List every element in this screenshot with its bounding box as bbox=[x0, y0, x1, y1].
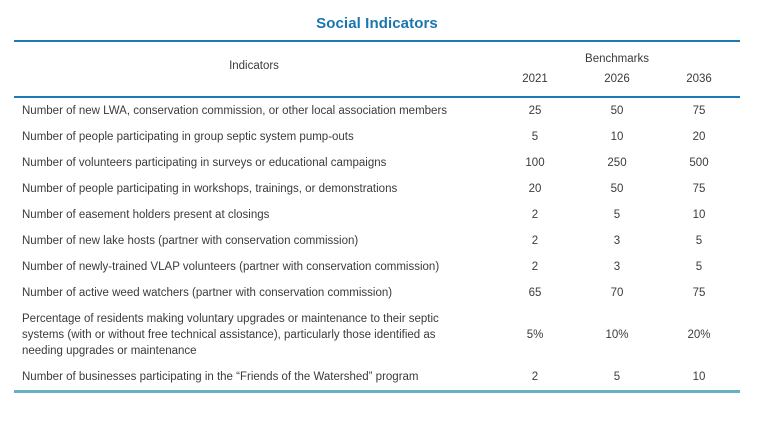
indicator-label: Number of new lake hosts (partner with c… bbox=[22, 235, 359, 247]
benchmark-2036: 75 bbox=[692, 105, 706, 117]
indicator-label: Number of active weed watchers (partner … bbox=[22, 287, 393, 299]
page-title: Social Indicators bbox=[316, 15, 438, 32]
benchmark-2026: 5 bbox=[613, 371, 621, 383]
indicator-label: Number of businesses participating in th… bbox=[22, 371, 419, 383]
benchmark-2026: 5 bbox=[613, 209, 621, 221]
benchmark-2036: 10 bbox=[692, 371, 706, 383]
benchmark-2021: 5 bbox=[531, 131, 539, 143]
benchmark-2021: 5% bbox=[526, 329, 544, 341]
benchmark-2021: 2 bbox=[531, 209, 539, 221]
benchmark-2026: 3 bbox=[613, 261, 621, 273]
indicator-label: Number of volunteers participating in su… bbox=[22, 157, 387, 169]
indicator-label: Percentage of residents making voluntary… bbox=[22, 313, 439, 357]
table-row: Number of businesses participating in th… bbox=[14, 364, 740, 392]
header-row-benchmarks: Indicators Benchmarks bbox=[14, 41, 740, 72]
benchmark-2026: 250 bbox=[607, 157, 627, 169]
benchmark-2036: 20 bbox=[692, 131, 706, 143]
table-row: Percentage of residents making voluntary… bbox=[14, 306, 740, 364]
column-header-benchmarks: Benchmarks bbox=[585, 53, 649, 65]
benchmark-2021: 2 bbox=[531, 235, 539, 247]
benchmark-2036: 10 bbox=[692, 209, 706, 221]
benchmark-2021: 2 bbox=[531, 261, 539, 273]
benchmark-2021: 25 bbox=[528, 105, 542, 117]
benchmark-2026: 10 bbox=[610, 131, 624, 143]
social-indicators-table: Indicators Benchmarks 2021 2026 2036 Num… bbox=[14, 40, 740, 393]
benchmark-2026: 10% bbox=[605, 329, 629, 341]
benchmark-2036: 5 bbox=[695, 261, 703, 273]
indicator-label: Number of newly-trained VLAP volunteers … bbox=[22, 261, 440, 273]
benchmark-2036: 20% bbox=[687, 329, 711, 341]
table-row: Number of newly-trained VLAP volunteers … bbox=[14, 254, 740, 280]
table-row: Number of new LWA, conservation commissi… bbox=[14, 97, 740, 124]
benchmark-2021: 65 bbox=[528, 287, 542, 299]
benchmark-2026: 50 bbox=[610, 105, 624, 117]
column-header-indicators: Indicators bbox=[229, 60, 279, 72]
benchmark-2036: 500 bbox=[689, 157, 709, 169]
benchmark-2036: 75 bbox=[692, 287, 706, 299]
column-header-year-2021: 2021 bbox=[522, 73, 548, 85]
table-row: Number of people participating in group … bbox=[14, 124, 740, 150]
benchmark-2021: 2 bbox=[531, 371, 539, 383]
table-body: Number of new LWA, conservation commissi… bbox=[14, 97, 740, 392]
table-row: Number of new lake hosts (partner with c… bbox=[14, 228, 740, 254]
benchmark-2036: 5 bbox=[695, 235, 703, 247]
benchmark-2036: 75 bbox=[692, 183, 706, 195]
column-header-year-2036: 2036 bbox=[686, 73, 712, 85]
indicator-label: Number of easement holders present at cl… bbox=[22, 209, 270, 221]
indicator-label: Number of people participating in group … bbox=[22, 131, 354, 143]
table-row: Number of easement holders present at cl… bbox=[14, 202, 740, 228]
indicator-label: Number of people participating in worksh… bbox=[22, 183, 398, 195]
benchmark-2021: 20 bbox=[528, 183, 542, 195]
table-row: Number of volunteers participating in su… bbox=[14, 150, 740, 176]
table-row: Number of people participating in worksh… bbox=[14, 176, 740, 202]
table-header: Indicators Benchmarks 2021 2026 2036 bbox=[14, 41, 740, 97]
benchmark-2026: 50 bbox=[610, 183, 624, 195]
indicator-label: Number of new LWA, conservation commissi… bbox=[22, 105, 448, 117]
table-row: Number of active weed watchers (partner … bbox=[14, 280, 740, 306]
benchmark-2026: 70 bbox=[610, 287, 624, 299]
benchmark-2026: 3 bbox=[613, 235, 621, 247]
benchmark-2021: 100 bbox=[525, 157, 545, 169]
column-header-year-2026: 2026 bbox=[604, 73, 630, 85]
